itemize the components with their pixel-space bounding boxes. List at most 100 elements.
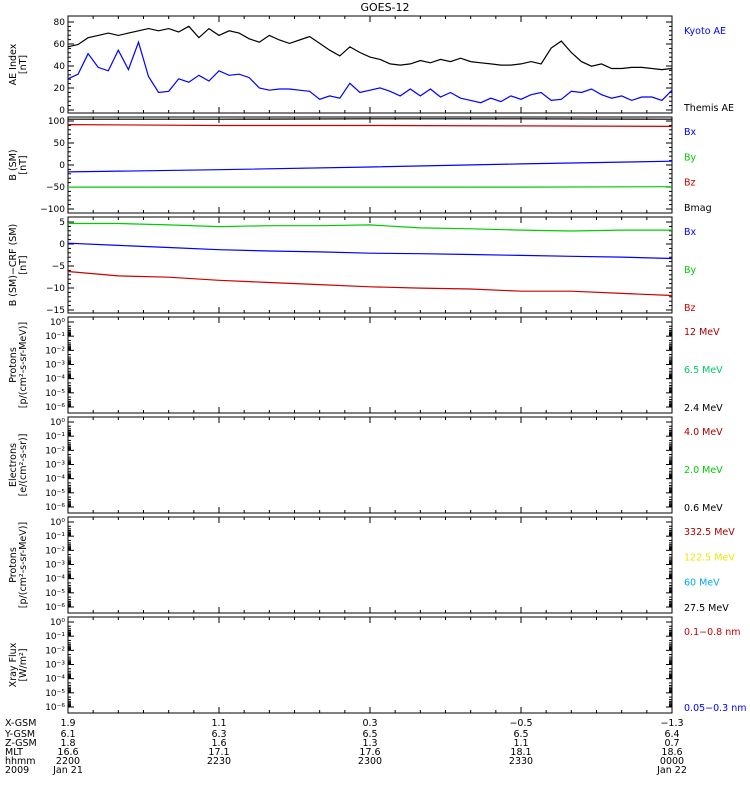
footer-value: 1.3 bbox=[362, 738, 377, 749]
footer-value: 16.6 bbox=[57, 747, 78, 758]
y-axis-label: Xray Flux bbox=[8, 642, 19, 687]
y-tick-label: 10⁻⁶ bbox=[45, 603, 65, 613]
y-tick-label: 10⁻⁵ bbox=[45, 389, 65, 399]
y-tick-label: 10⁻⁵ bbox=[45, 689, 65, 699]
legend-entry: 0.6 MeV bbox=[684, 503, 723, 514]
series-line-kyoto-ae bbox=[67, 40, 673, 104]
y-tick-label: 10⁻² bbox=[45, 646, 65, 656]
y-tick-label: 0 bbox=[59, 106, 65, 116]
footer-value: 18.6 bbox=[661, 747, 682, 758]
legend-entry: 60 MeV bbox=[684, 578, 720, 589]
footer-value: 1.8 bbox=[60, 738, 75, 749]
footer-value: 18.1 bbox=[510, 747, 531, 758]
y-tick-label: 0 bbox=[59, 161, 65, 171]
y-tick-label: 10⁰ bbox=[50, 418, 65, 428]
legend-entry: Bmag bbox=[684, 203, 712, 214]
y-tick-label: 10⁰ bbox=[50, 518, 65, 528]
y-tick-label: 10⁻¹ bbox=[45, 332, 65, 342]
y-tick-label: 100 bbox=[48, 117, 65, 127]
panel-b: 100 50 0 −50 −100 B (SM) [nT] Bx By Bz Bmag bbox=[8, 116, 712, 215]
footer-value: 0.7 bbox=[664, 738, 679, 749]
series-line-bz bbox=[67, 124, 673, 127]
footer-value: 1.1 bbox=[513, 738, 528, 749]
panel-p1: 10⁰ 10⁻¹ 10⁻² 10⁻³ 10⁻⁴ 10⁻⁵ 10⁻⁶ Protons [p/(cm… bbox=[8, 316, 723, 414]
legend-entry: Bz bbox=[684, 178, 696, 189]
series-line-by bbox=[68, 222, 672, 232]
panel-frame bbox=[67, 516, 673, 614]
y-tick-label: −15 bbox=[46, 306, 65, 316]
legend-entry: 27.5 MeV bbox=[684, 603, 729, 614]
panel-bd: 5 0 −5 −10 −15 B (SM)−CRF (SM) [nT] Bx By Bz bbox=[8, 216, 697, 316]
bd-series bbox=[67, 222, 673, 297]
legend-entry: Kyoto AE bbox=[684, 26, 726, 37]
y-tick-label: 10⁻¹ bbox=[45, 532, 65, 542]
legend-entry: 0.05−0.3 nm bbox=[684, 703, 747, 714]
footer-value: 2230 bbox=[207, 756, 231, 767]
ephemeris-footer: X-GSMY-GSMZ-GSMMLThhmm20091.96.11.816.62… bbox=[4, 718, 687, 776]
legend-entry: 122.5 MeV bbox=[684, 552, 735, 563]
y-tick-label: 80 bbox=[54, 18, 66, 28]
y-tick-label: 10⁻⁴ bbox=[45, 375, 65, 385]
legend-entry: By bbox=[684, 152, 697, 163]
y-tick-label: 10⁻⁵ bbox=[45, 489, 65, 499]
series-line-bz bbox=[67, 270, 673, 297]
y-tick-label: 5 bbox=[59, 218, 65, 228]
y-axis-label: [p/(cm²-s-sr-MeV)] bbox=[18, 522, 29, 608]
y-axis-label: B (SM)−CRF (SM) bbox=[8, 224, 19, 307]
y-tick-label: 10⁻³ bbox=[45, 661, 65, 671]
legend-entry: 2.0 MeV bbox=[684, 465, 723, 476]
y-tick-label: 10⁻² bbox=[45, 546, 65, 556]
footer-value: 2330 bbox=[509, 756, 533, 767]
footer-value: 6.3 bbox=[211, 729, 226, 740]
panel-frame bbox=[67, 616, 673, 714]
legend-entry: Themis AE bbox=[683, 103, 734, 114]
footer-value: −0.5 bbox=[509, 718, 532, 729]
y-tick-label: 10⁻⁶ bbox=[45, 503, 65, 513]
y-tick-label: 10⁻¹ bbox=[45, 432, 65, 442]
y-axis-label: AE Index bbox=[8, 43, 19, 85]
y-tick-label: −5 bbox=[52, 262, 65, 272]
y-tick-label: 10⁻³ bbox=[45, 561, 65, 571]
series-line-bx bbox=[67, 160, 673, 173]
panel-ae: 80 60 40 20 0 AE Index [nT] Kyoto AE Themis AE bbox=[8, 15, 734, 116]
footer-value: 2300 bbox=[358, 756, 382, 767]
y-tick-label: 10⁻⁴ bbox=[45, 675, 65, 685]
y-tick-label: −50 bbox=[46, 183, 65, 193]
y-tick-label: 10⁻⁶ bbox=[45, 403, 65, 413]
legend-entry: Bz bbox=[684, 303, 696, 314]
footer-row-label: Y-GSM bbox=[4, 729, 35, 740]
y-tick-label: 50 bbox=[54, 139, 66, 149]
legend-entry: 4.0 MeV bbox=[684, 427, 723, 438]
legend-entry: 6.5 MeV bbox=[684, 365, 723, 376]
y-tick-label: 60 bbox=[54, 40, 66, 50]
legend-entry: 332.5 MeV bbox=[684, 527, 735, 538]
footer-value: −1.3 bbox=[660, 718, 683, 729]
y-axis-label: [nT] bbox=[18, 155, 29, 174]
footer-row-label: hhmm bbox=[5, 756, 36, 767]
y-axis-label: [p/(cm²-s-sr-MeV)] bbox=[18, 322, 29, 408]
y-tick-label: 10⁻⁵ bbox=[45, 589, 65, 599]
footer-value: 17.6 bbox=[359, 747, 380, 758]
panel-x1: 10⁰ 10⁻¹ 10⁻² 10⁻³ 10⁻⁴ 10⁻⁵ 10⁻⁶ Xray Flux [W/m… bbox=[8, 616, 747, 714]
series-line-themis-ae bbox=[67, 25, 673, 71]
y-tick-label: 10⁻³ bbox=[45, 361, 65, 371]
panel-frame bbox=[67, 116, 673, 214]
legend-entry: 2.4 MeV bbox=[684, 403, 723, 414]
footer-value: 1.6 bbox=[211, 738, 226, 749]
y-tick-label: 40 bbox=[54, 62, 66, 72]
y-axis-label: [W/m²] bbox=[18, 648, 29, 681]
footer-value: 1.9 bbox=[60, 718, 75, 729]
y-tick-label: 10⁻² bbox=[45, 346, 65, 356]
y-tick-label: 0 bbox=[59, 240, 65, 250]
footer-value: 6.5 bbox=[513, 729, 528, 740]
b-series bbox=[67, 118, 673, 188]
y-tick-label: 10⁰ bbox=[50, 618, 65, 628]
legend-entry: Bx bbox=[684, 127, 697, 138]
legend-entry: 12 MeV bbox=[684, 327, 720, 338]
footer-value: 6.4 bbox=[664, 729, 679, 740]
y-tick-label: 10⁻¹ bbox=[45, 632, 65, 642]
panel-frame bbox=[67, 416, 673, 514]
y-axis-label: Protons bbox=[8, 347, 19, 383]
footer-value: 0000 bbox=[660, 756, 684, 767]
